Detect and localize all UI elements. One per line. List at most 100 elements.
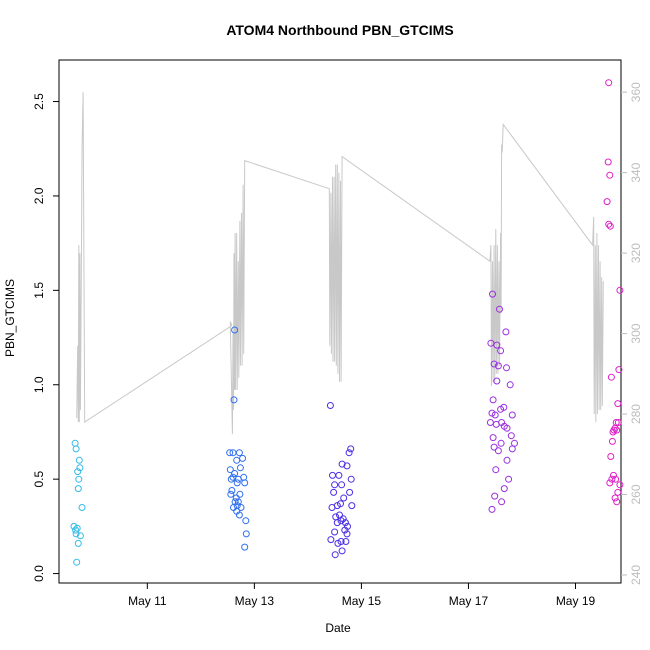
- secondary-line: [76, 92, 604, 435]
- point-s3-31: [342, 538, 350, 545]
- point-s3-7: [335, 471, 343, 479]
- point-s4-8: [494, 362, 502, 370]
- point-s4-23: [489, 434, 497, 442]
- point-s2-20: [232, 494, 240, 502]
- point-s3-5: [343, 462, 351, 470]
- point-s2-25: [237, 504, 245, 511]
- point-s5-17: [608, 437, 616, 445]
- point-s2-30: [241, 543, 249, 551]
- point-s4-14: [500, 403, 508, 411]
- point-s4-12: [489, 396, 497, 404]
- point-s4-29: [508, 445, 516, 453]
- point-s5-19: [610, 471, 617, 479]
- point-s2-29: [242, 530, 250, 538]
- point-s4-20: [492, 420, 500, 428]
- plot-area: May 11 May 13 May 15 May 17 May 19 0.0 0.5 1.0 1…: [32, 59, 643, 608]
- point-s5-6: [606, 222, 614, 230]
- point-s2-27: [235, 511, 243, 519]
- y2-tick-label-6: 360: [629, 82, 643, 102]
- y2-tick-label-5: 340: [629, 162, 643, 182]
- point-s1-2: [72, 445, 80, 453]
- point-s3-2: [347, 445, 355, 453]
- point-s2-16: [241, 479, 249, 487]
- plot-frame: [58, 59, 622, 584]
- point-s5-25: [611, 494, 619, 502]
- point-s1-5: [74, 468, 82, 476]
- point-s4-17: [508, 411, 516, 419]
- point-s4-2: [496, 305, 503, 313]
- point-s5-26: [613, 498, 621, 506]
- point-s5-24: [614, 488, 622, 496]
- y-tick-label-4: 2.0: [32, 187, 46, 204]
- point-s5-5: [605, 220, 613, 228]
- y2-tick-label-1: 260: [629, 484, 643, 504]
- point-s5-3: [606, 171, 614, 179]
- point-s3-9: [331, 481, 339, 489]
- point-s2-21: [234, 498, 242, 506]
- y-axis-label: PBN_GTCIMS: [3, 279, 17, 357]
- point-s4-28: [494, 447, 502, 455]
- point-s4-6: [497, 347, 505, 355]
- point-s3-25: [341, 526, 349, 534]
- point-s3-4: [338, 460, 346, 468]
- point-s2-8: [226, 466, 234, 474]
- point-s5-16: [609, 428, 617, 436]
- point-s5-2: [604, 158, 612, 166]
- point-s4-19: [486, 419, 494, 426]
- point-s4-35: [498, 498, 506, 506]
- y-tick-label-0: 0.0: [32, 565, 46, 582]
- chart-title: ATOM4 Northbound PBN_GTCIMS: [226, 22, 453, 38]
- point-s3-11: [330, 488, 338, 496]
- point-s4-7: [490, 360, 498, 368]
- point-s3-1: [326, 402, 334, 409]
- point-s4-30: [503, 456, 511, 464]
- point-s4-32: [505, 475, 513, 483]
- point-s5-10: [614, 400, 622, 408]
- point-s3-17: [328, 504, 336, 511]
- y2-tick-label-4: 320: [629, 243, 643, 263]
- point-s3-16: [348, 502, 356, 510]
- point-s5-9: [607, 373, 615, 381]
- point-s4-36: [488, 505, 496, 513]
- x-axis-label: Date: [325, 621, 351, 635]
- point-s5-23: [616, 481, 624, 489]
- point-s1-10: [72, 526, 80, 534]
- point-s2-28: [242, 517, 250, 525]
- point-s1-4: [76, 464, 84, 472]
- point-s3-32: [338, 547, 346, 555]
- point-s2-10: [231, 470, 239, 477]
- x-tick-label-0: May 11: [128, 594, 167, 608]
- point-s3-26: [331, 528, 339, 536]
- point-s1-7: [74, 485, 82, 493]
- point-s4-27: [490, 443, 498, 451]
- point-s5-8: [615, 366, 623, 374]
- x-tick-label-2: May 15: [342, 594, 382, 608]
- point-s4-5: [493, 341, 501, 349]
- point-s2-7: [233, 456, 241, 464]
- x-tick-label-4: May 19: [556, 594, 596, 608]
- point-s3-10: [338, 481, 346, 489]
- point-s1-15: [73, 558, 81, 566]
- x-tick-label-3: May 17: [449, 594, 489, 608]
- point-s3-13: [340, 494, 348, 502]
- point-s3-28: [327, 536, 335, 544]
- y-tick-label-1: 0.5: [32, 470, 46, 487]
- y-tick-label-3: 1.5: [32, 282, 46, 299]
- point-s3-15: [337, 500, 344, 508]
- point-s5-15: [613, 426, 621, 434]
- point-s3-33: [331, 551, 339, 559]
- point-s1-12: [72, 530, 80, 538]
- point-s5-18: [607, 453, 615, 460]
- point-s2-19: [236, 490, 244, 498]
- point-s2-24: [230, 504, 237, 511]
- point-s4-9: [503, 364, 510, 372]
- point-s1-13: [76, 532, 84, 540]
- point-s4-24: [507, 432, 515, 440]
- point-s4-11: [506, 381, 514, 389]
- point-s3-30: [334, 539, 342, 547]
- point-s4-3: [502, 328, 510, 336]
- x-tick-label-1: May 13: [235, 594, 275, 608]
- point-s4-33: [500, 485, 508, 493]
- point-s1-6: [75, 475, 83, 483]
